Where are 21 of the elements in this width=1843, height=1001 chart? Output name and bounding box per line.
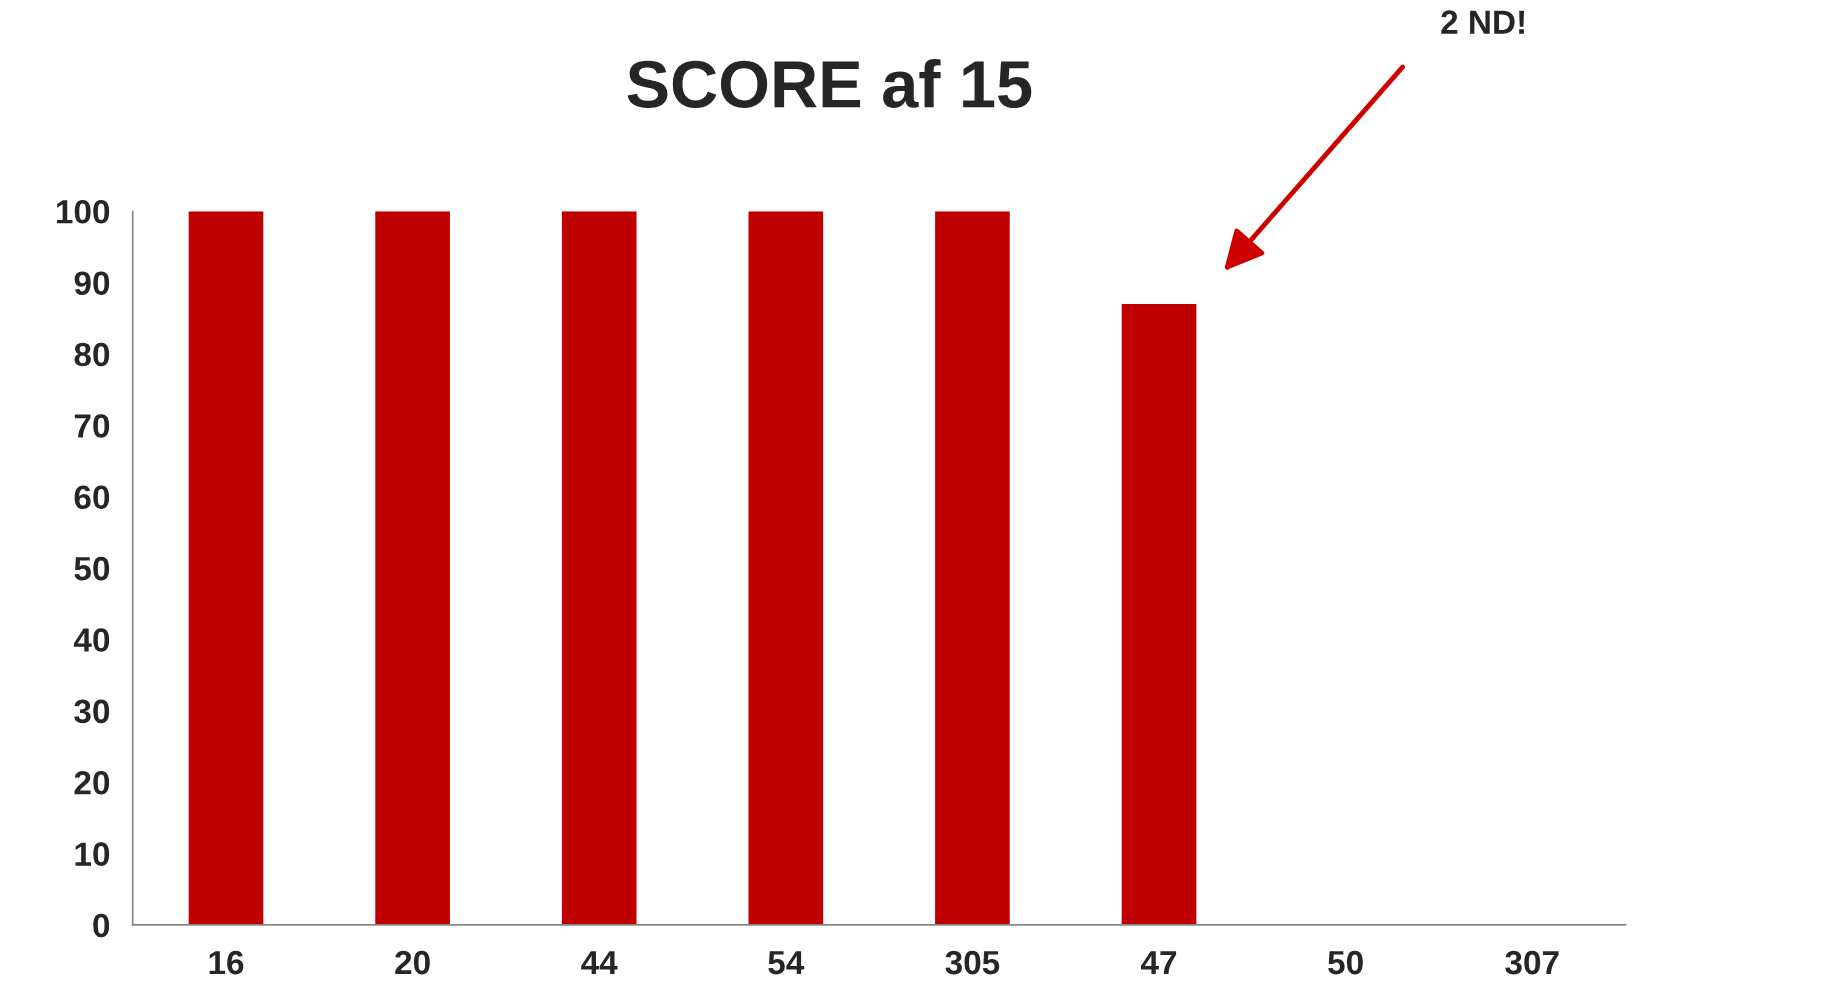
y-tick-label: 100 [56,200,110,224]
y-tick-label: 70 [74,414,110,438]
chart-title: SCORE af 15 [627,59,1032,108]
y-tick-label: 20 [74,770,110,795]
x-tick-label: 47 [1140,951,1177,975]
y-tick-label: 80 [74,342,110,367]
x-tick-label: 44 [581,951,618,975]
x-tick-label: 54 [768,951,805,975]
y-tick-label: 40 [73,628,110,652]
y-tick-label: 90 [74,271,110,295]
x-tick-label: 16 [209,950,244,975]
x-tick-label: 50 [1328,950,1363,975]
x-tick-label: 305 [945,950,1000,975]
x-tick-label: 20 [395,950,430,975]
x-tick-label: 307 [1505,950,1559,975]
y-tick-label: 10 [75,842,110,866]
y-tick-label: 50 [74,556,110,581]
y-tick-label: 60 [74,485,110,510]
y-tick-label: 0 [93,913,110,938]
text: 2 ND! [1441,10,1524,34]
y-tick-label: 30 [74,699,110,724]
